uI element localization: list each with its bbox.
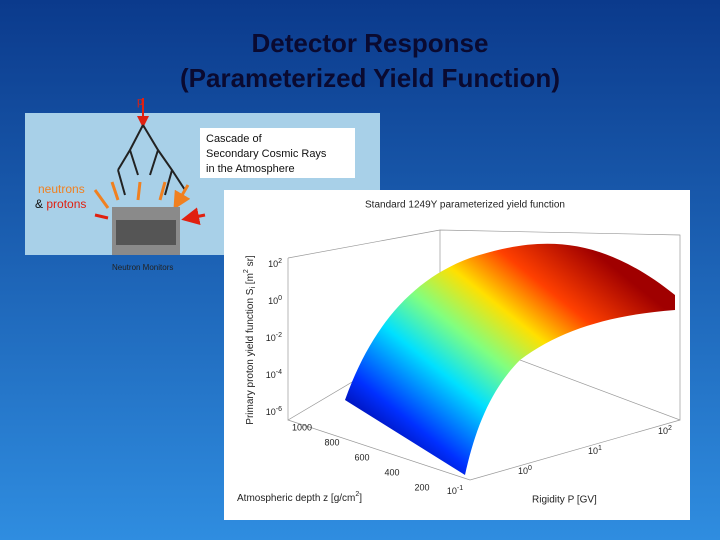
and: & — [35, 197, 43, 211]
x-axis-label: Atmospheric depth z [g/cm2] — [237, 491, 362, 504]
depth-tick-label: 1000 — [292, 422, 312, 432]
tick-base: 10 — [588, 446, 598, 456]
tick-exp: -1 — [457, 485, 463, 492]
tick-exp: 2 — [668, 425, 672, 432]
t: [m — [245, 273, 256, 284]
tick-label: 100 — [268, 295, 282, 307]
t: sr] — [245, 255, 256, 269]
monitor-image — [116, 220, 176, 245]
surface — [345, 243, 675, 475]
tick-base: 10 — [518, 466, 528, 476]
tick-label: 10-6 — [266, 406, 282, 418]
cascade-text: in the Atmosphere — [206, 163, 295, 175]
surface-plot: Standard 1249Y parameterized yield funct… — [224, 190, 690, 520]
cascade-diagram: p Cascade of Secondary Cosmic Rays in th… — [25, 96, 380, 272]
tick-base: 10 — [268, 296, 278, 306]
tick-base: 10 — [658, 426, 668, 436]
arrows — [93, 181, 188, 208]
tick-base: 10 — [266, 333, 276, 343]
cascade-box — [200, 128, 355, 178]
t: ] — [359, 493, 362, 504]
tick-label: 10-4 — [266, 369, 282, 381]
t: 2 — [243, 269, 250, 273]
primary-label: p — [137, 96, 143, 108]
tick-label: 10-2 — [266, 332, 282, 344]
t: Primary proton yield function S — [245, 288, 256, 425]
tick-exp: -6 — [276, 406, 282, 413]
arrows — [94, 215, 206, 218]
t: i — [250, 287, 257, 289]
tick-label: 102 — [268, 258, 282, 270]
tick-exp: 0 — [528, 465, 532, 472]
tick-exp: 0 — [278, 295, 282, 302]
t: Atmospheric depth z [g/cm — [237, 493, 355, 504]
tick-base: 10 — [266, 407, 276, 417]
tick-base: 10 — [266, 370, 276, 380]
protons: protons — [46, 197, 86, 211]
tick-label: 102 — [658, 425, 672, 437]
tick-base: 10 — [447, 486, 457, 496]
cascade-text: Cascade of — [206, 133, 263, 145]
tick-exp: 1 — [598, 445, 602, 452]
r-axis-label: Rigidity P [GV] — [532, 495, 597, 506]
depth-tick-label: 600 — [354, 452, 369, 462]
t: 2 — [355, 491, 359, 498]
tick-label: 100 — [518, 465, 532, 477]
tick-base: 10 — [268, 259, 278, 269]
plot-title: Standard 1249Y parameterized yield funct… — [365, 200, 565, 211]
neutrons-label: neutrons — [38, 182, 85, 196]
y-axis-label: Primary proton yield function Si [m2 sr] — [243, 255, 257, 425]
cascade-tree — [117, 124, 186, 196]
tick-exp: -2 — [276, 332, 282, 339]
tick-label: 10-1 — [447, 485, 463, 497]
tick-label: 101 — [588, 445, 602, 457]
monitor-label: Neutron Monitors — [112, 263, 173, 272]
tick-exp: -4 — [276, 369, 282, 376]
cascade-text: Secondary Cosmic Rays — [206, 148, 327, 160]
title-line: (Parameterized Yield Function) — [180, 63, 560, 93]
title-line: Detector Response — [252, 28, 489, 58]
depth-tick-label: 800 — [324, 437, 339, 447]
depth-tick-label: 200 — [414, 482, 429, 492]
tick-exp: 2 — [278, 258, 282, 265]
protons-label: & protons — [35, 197, 86, 211]
depth-tick-label: 400 — [384, 467, 399, 477]
